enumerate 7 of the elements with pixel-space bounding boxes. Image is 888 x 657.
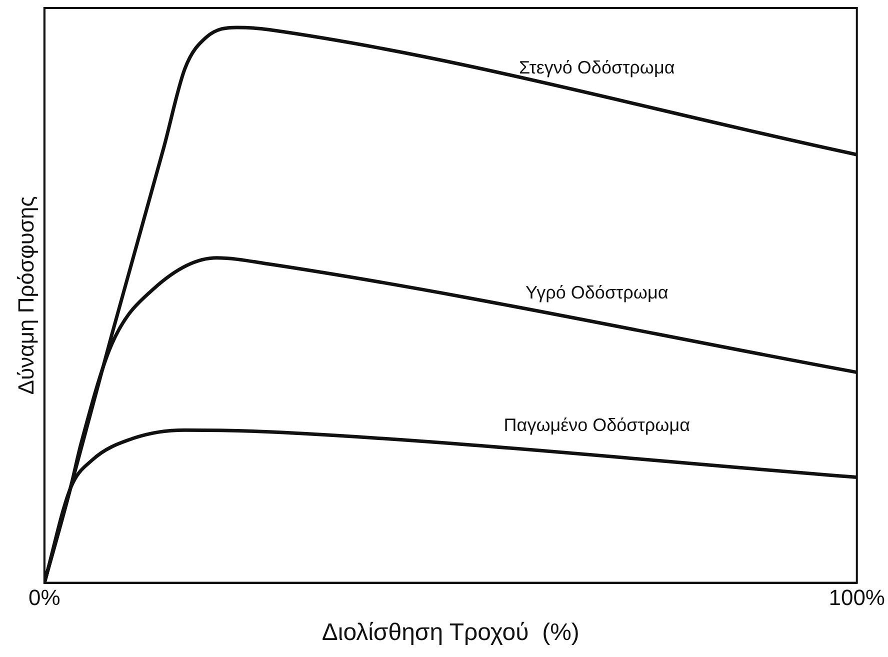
series-label: Στεγνό Οδόστρωμα [519,57,675,78]
y-axis-title: Δύναμη Πρόσφυσης [13,196,38,395]
x-tick-label: 100% [828,585,886,610]
series-label: Υγρό Οδόστρωμα [526,282,668,302]
x-tick-label: 0% [28,585,60,610]
series-label: Παγωμένο Οδόστρωμα [504,415,690,436]
x-axis-title: Διολίσθηση Τροχού (%) [322,619,580,646]
